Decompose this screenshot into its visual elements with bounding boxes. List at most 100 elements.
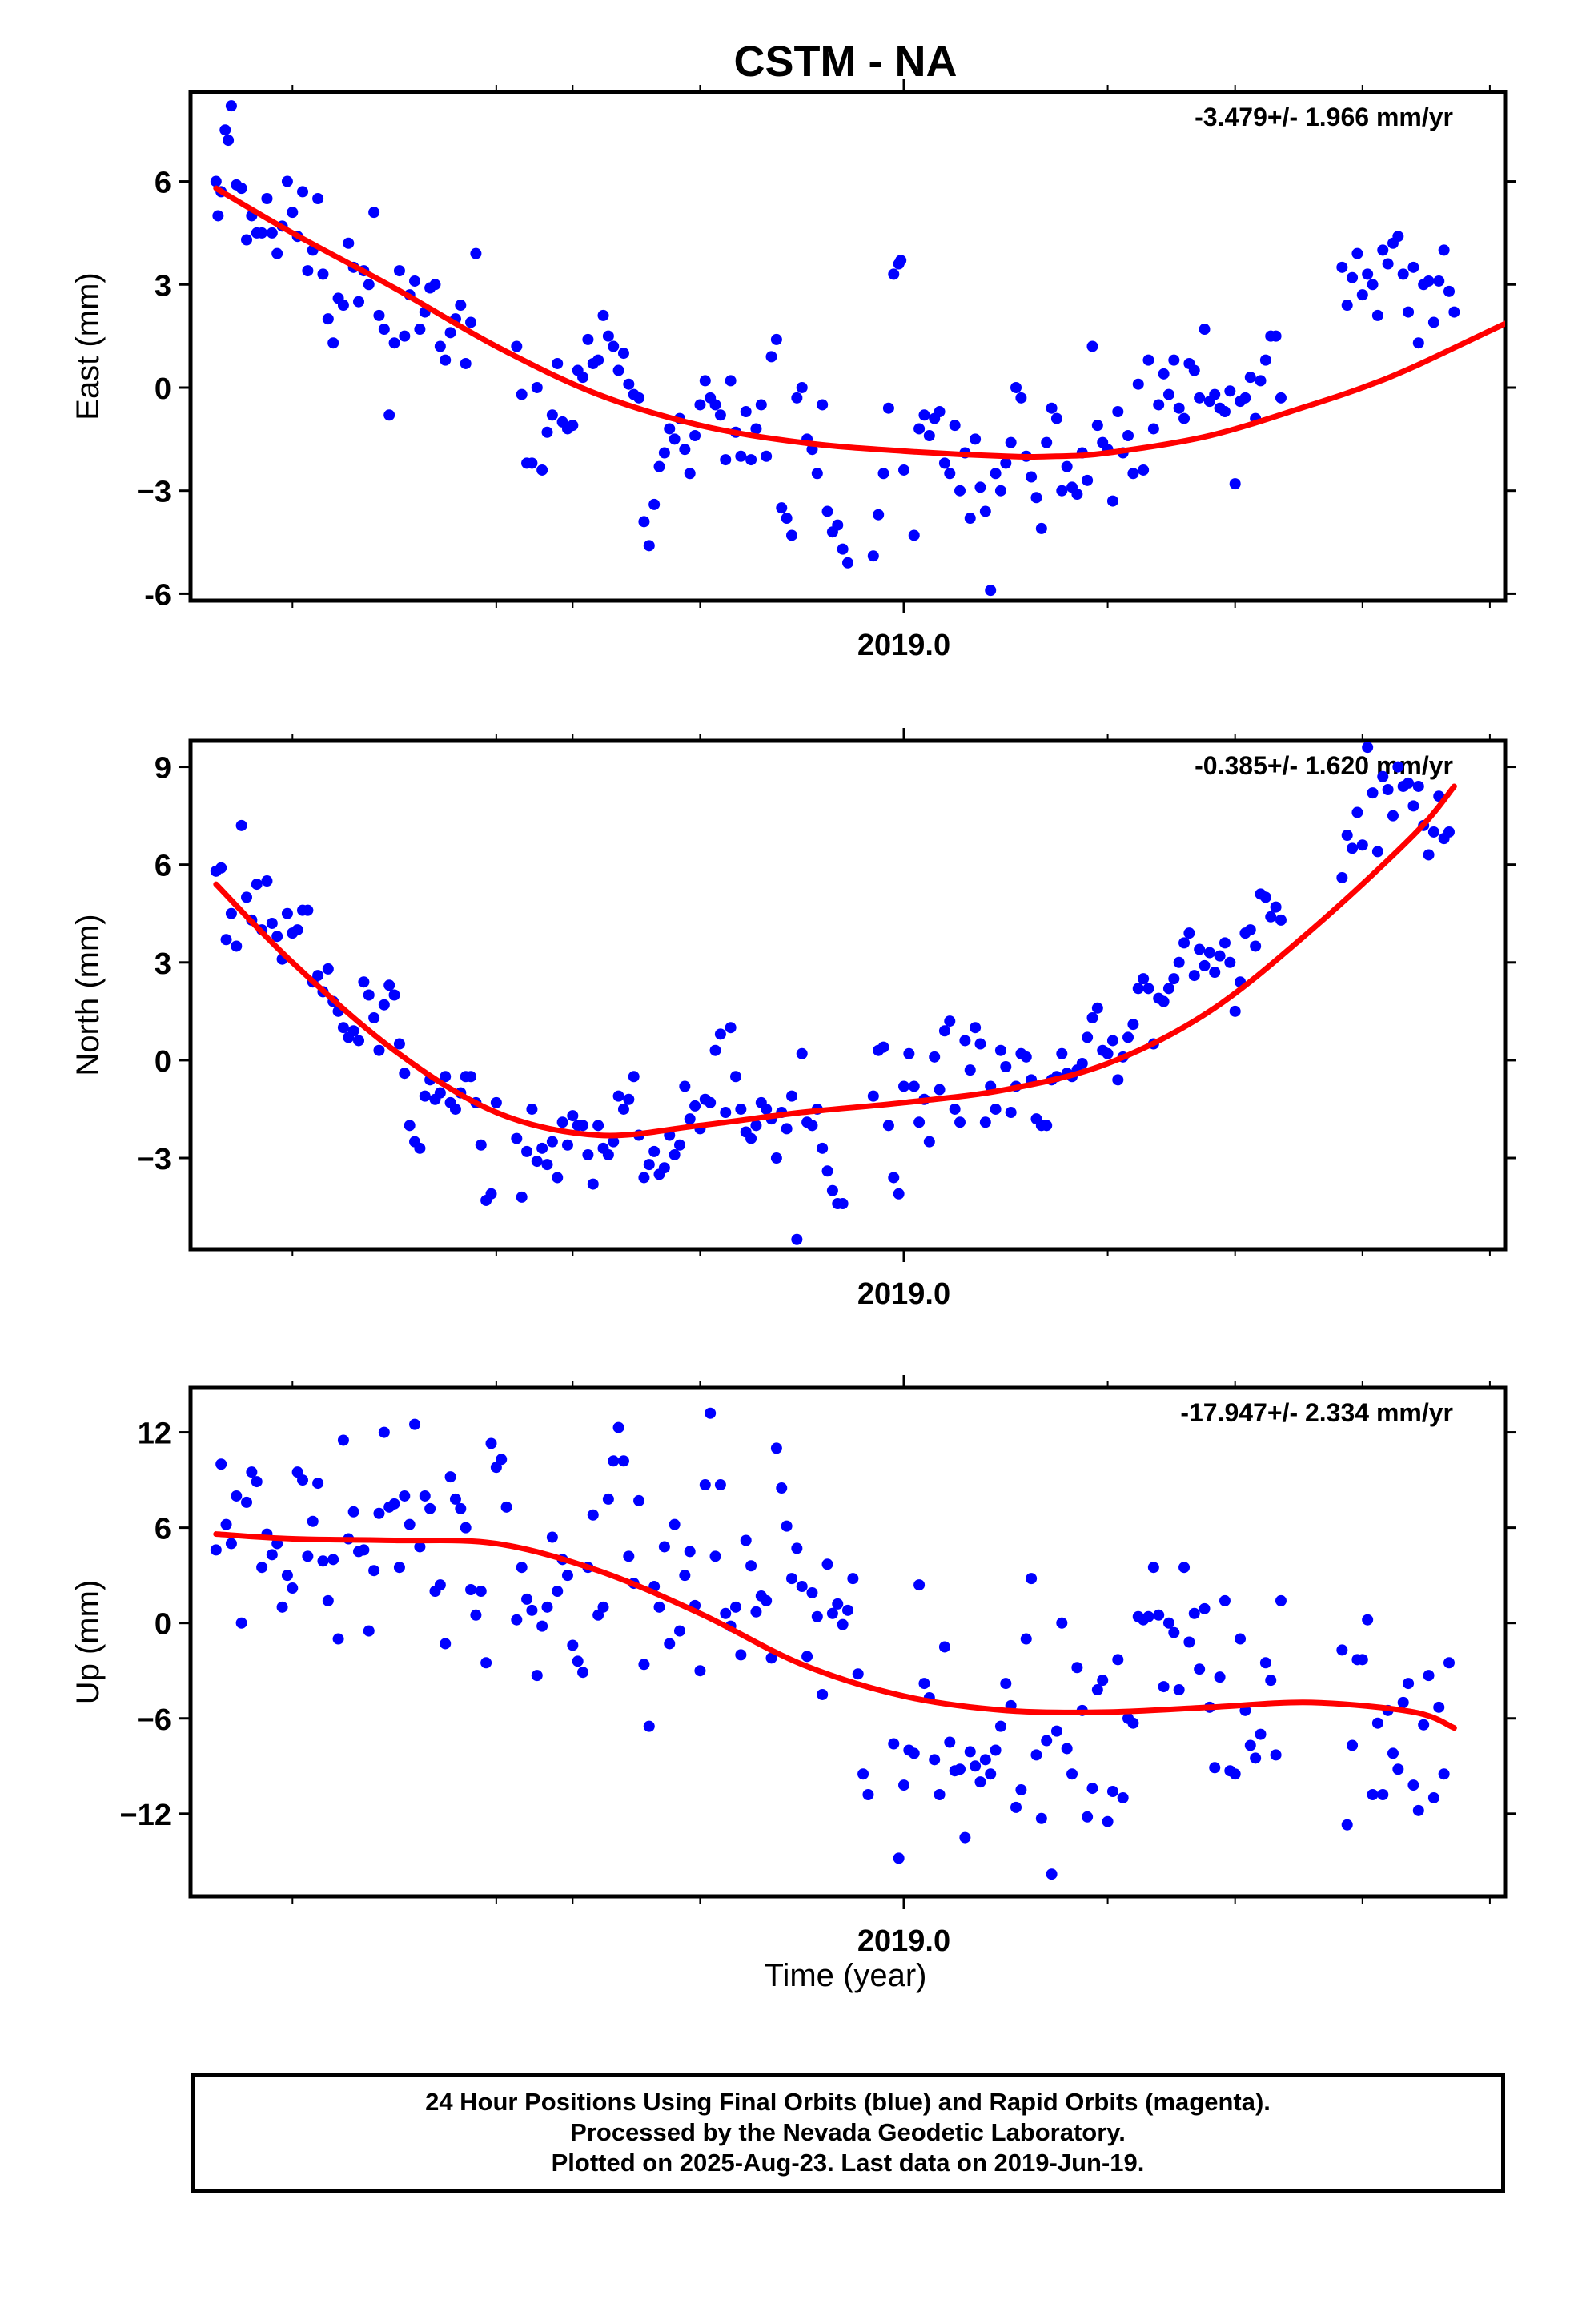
up-data-point	[434, 1579, 446, 1591]
north-data-point	[266, 917, 278, 929]
east-data-point	[567, 420, 579, 432]
north-data-point	[1188, 970, 1200, 982]
up-data-point	[1041, 1735, 1053, 1747]
north-data-point	[1270, 901, 1282, 913]
up-data-point	[761, 1594, 773, 1606]
up-data-point	[322, 1594, 334, 1606]
north-ytick-label: 3	[155, 947, 171, 981]
east-data-point	[317, 268, 329, 280]
north-data-point	[1403, 777, 1415, 789]
east-data-point	[1407, 261, 1419, 273]
north-data-point	[684, 1113, 696, 1125]
east-data-point	[393, 265, 405, 277]
east-data-point	[552, 357, 564, 369]
up-data-point	[985, 1768, 997, 1780]
east-data-point	[612, 364, 624, 376]
up-data-point	[1443, 1657, 1455, 1669]
up-data-point	[811, 1610, 823, 1622]
east-data-point	[1000, 457, 1012, 469]
up-data-point	[546, 1531, 558, 1543]
up-data-point	[1061, 1743, 1073, 1755]
east-data-point	[821, 505, 833, 517]
up-data-point	[1423, 1670, 1435, 1682]
north-data-point	[1086, 1011, 1098, 1023]
north-data-point	[363, 989, 375, 1001]
east-data-point	[1142, 354, 1154, 366]
east-data-point	[985, 585, 997, 597]
east-data-point	[271, 247, 283, 259]
north-data-point	[1158, 995, 1170, 1007]
north-data-point	[440, 1071, 452, 1083]
north-data-point	[383, 979, 396, 991]
north-data-point	[536, 1142, 548, 1154]
east-data-point	[511, 340, 523, 352]
up-data-point	[1050, 1725, 1062, 1737]
north-data-point	[938, 1025, 950, 1037]
north-data-point	[526, 1103, 538, 1115]
up-data-point	[409, 1418, 421, 1430]
up-data-point	[888, 1738, 900, 1750]
up-ytick-label: 6	[155, 1513, 171, 1546]
north-data-point	[994, 1044, 1006, 1056]
up-data-point	[612, 1421, 624, 1433]
north-data-point	[882, 1120, 894, 1132]
east-data-point	[664, 423, 676, 435]
up-data-point	[918, 1678, 930, 1690]
north-data-point	[1091, 1002, 1103, 1014]
north-data-point	[475, 1139, 487, 1151]
up-data-point	[1091, 1684, 1103, 1696]
up-data-point	[990, 1744, 1002, 1756]
east-data-point	[1056, 485, 1068, 497]
up-data-point	[516, 1562, 528, 1574]
north-data-point	[623, 1093, 635, 1105]
up-data-point	[806, 1586, 818, 1598]
up-data-point	[1367, 1789, 1379, 1800]
up-data-point	[740, 1534, 752, 1546]
up-data-point	[1265, 1675, 1277, 1687]
east-data-point	[225, 100, 237, 112]
north-data-point	[546, 1136, 558, 1148]
up-data-point	[1194, 1663, 1206, 1675]
north-data-point	[821, 1165, 833, 1177]
east-data-point	[750, 423, 762, 435]
north-data-point	[669, 1148, 681, 1160]
north-data-point	[1000, 1061, 1012, 1073]
north-data-point	[302, 904, 314, 916]
east-data-point	[429, 279, 441, 291]
up-data-point	[440, 1638, 452, 1650]
east-data-point	[302, 265, 314, 277]
up-data-point	[1153, 1609, 1165, 1621]
up-data-point	[332, 1633, 344, 1645]
up-data-point	[1235, 1633, 1247, 1645]
up-data-point	[552, 1586, 564, 1597]
east-data-point	[923, 430, 935, 442]
up-data-point	[847, 1573, 859, 1585]
north-data-point	[1127, 1019, 1139, 1031]
north-data-point	[705, 1096, 717, 1108]
north-data-point	[1168, 973, 1180, 985]
up-data-point	[1010, 1801, 1022, 1813]
east-data-point	[1423, 275, 1435, 287]
north-data-point	[750, 1120, 762, 1132]
north-data-point	[877, 1041, 889, 1053]
east-data-point	[623, 378, 635, 390]
up-data-point	[511, 1614, 523, 1626]
north-data-point	[1382, 784, 1394, 796]
up-data-point	[1026, 1573, 1038, 1585]
up-data-point	[1015, 1784, 1027, 1796]
north-data-point	[913, 1116, 926, 1128]
east-data-point	[1362, 268, 1374, 280]
up-data-point	[1371, 1717, 1383, 1729]
east-data-point	[617, 348, 629, 360]
north-data-point	[1082, 1031, 1094, 1043]
east-data-point	[373, 309, 385, 321]
east-data-point	[725, 375, 737, 387]
up-data-point	[276, 1601, 288, 1613]
north-data-point	[531, 1156, 543, 1168]
up-data-point	[1336, 1644, 1348, 1656]
up-data-point	[970, 1760, 982, 1772]
east-data-point	[643, 540, 655, 552]
up-data-point	[231, 1490, 243, 1502]
east-xtick-label: 2019.0	[857, 629, 950, 662]
east-data-point	[1224, 385, 1236, 397]
